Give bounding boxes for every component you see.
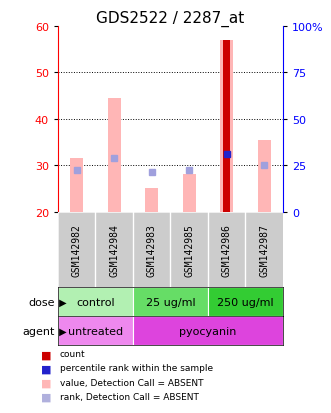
Text: value, Detection Call = ABSENT: value, Detection Call = ABSENT [60, 377, 203, 387]
Text: GSM142987: GSM142987 [259, 223, 269, 276]
Title: GDS2522 / 2287_at: GDS2522 / 2287_at [96, 11, 245, 27]
Bar [208, 287, 283, 316]
Text: control: control [76, 297, 115, 307]
Text: pyocyanin: pyocyanin [179, 326, 237, 336]
Bar [183, 175, 196, 212]
Text: GSM142984: GSM142984 [109, 223, 119, 276]
Bar [220, 41, 233, 212]
Text: GSM142985: GSM142985 [184, 223, 194, 276]
Text: ■: ■ [41, 363, 52, 373]
Bar [58, 287, 133, 316]
Text: ▶: ▶ [56, 297, 67, 307]
Text: ■: ■ [41, 349, 52, 359]
Text: count: count [60, 349, 85, 358]
Text: 250 ug/ml: 250 ug/ml [217, 297, 274, 307]
Text: GSM142986: GSM142986 [222, 223, 232, 276]
Text: ■: ■ [41, 392, 52, 402]
Text: agent: agent [22, 326, 55, 336]
Bar [133, 287, 208, 316]
Bar [70, 159, 83, 212]
Bar [108, 99, 121, 212]
Bar [58, 316, 133, 345]
Text: ■: ■ [41, 377, 52, 388]
Text: rank, Detection Call = ABSENT: rank, Detection Call = ABSENT [60, 392, 199, 401]
Text: GSM142983: GSM142983 [147, 223, 157, 276]
Bar [223, 41, 230, 212]
Text: ▶: ▶ [56, 326, 67, 336]
Bar [258, 140, 271, 212]
Text: 25 ug/ml: 25 ug/ml [146, 297, 195, 307]
Text: untreated: untreated [68, 326, 123, 336]
Text: GSM142982: GSM142982 [72, 223, 82, 276]
Text: percentile rank within the sample: percentile rank within the sample [60, 363, 213, 373]
Bar [145, 189, 158, 212]
Bar [133, 316, 283, 345]
Text: dose: dose [28, 297, 55, 307]
